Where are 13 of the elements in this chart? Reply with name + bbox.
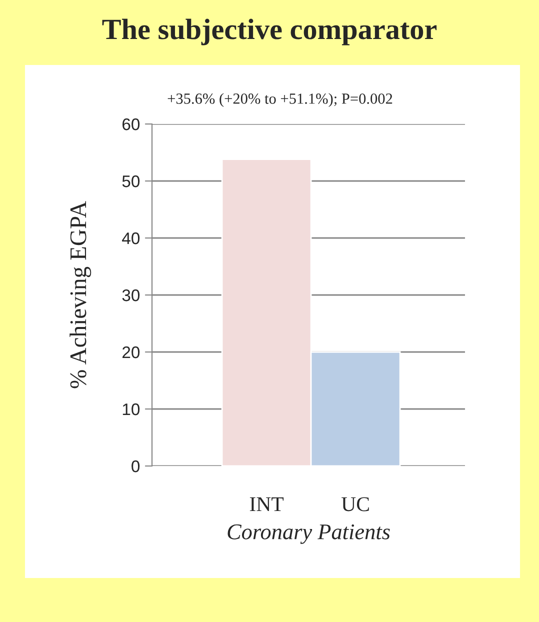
y-tick-label: 40	[122, 232, 140, 244]
y-axis-title: % Achieving EGPA	[70, 201, 92, 388]
x-axis-title: Coronary Patients	[228, 524, 390, 544]
y-tick-label: 0	[132, 460, 140, 472]
text: +35.6% (+20% to +51.1%); P=0.002	[168, 93, 392, 107]
chart-title: The subjective comparator	[102, 18, 437, 46]
y-tick-label: 20	[122, 346, 140, 358]
y-tick-label: 30	[122, 289, 140, 302]
x-tick-label: INT	[250, 497, 284, 512]
y-tick-label: 50	[122, 175, 140, 188]
x-tick-label: UC	[342, 497, 369, 512]
y-tick-label: 10	[122, 403, 140, 416]
y-tick-label: 60	[122, 118, 140, 130]
